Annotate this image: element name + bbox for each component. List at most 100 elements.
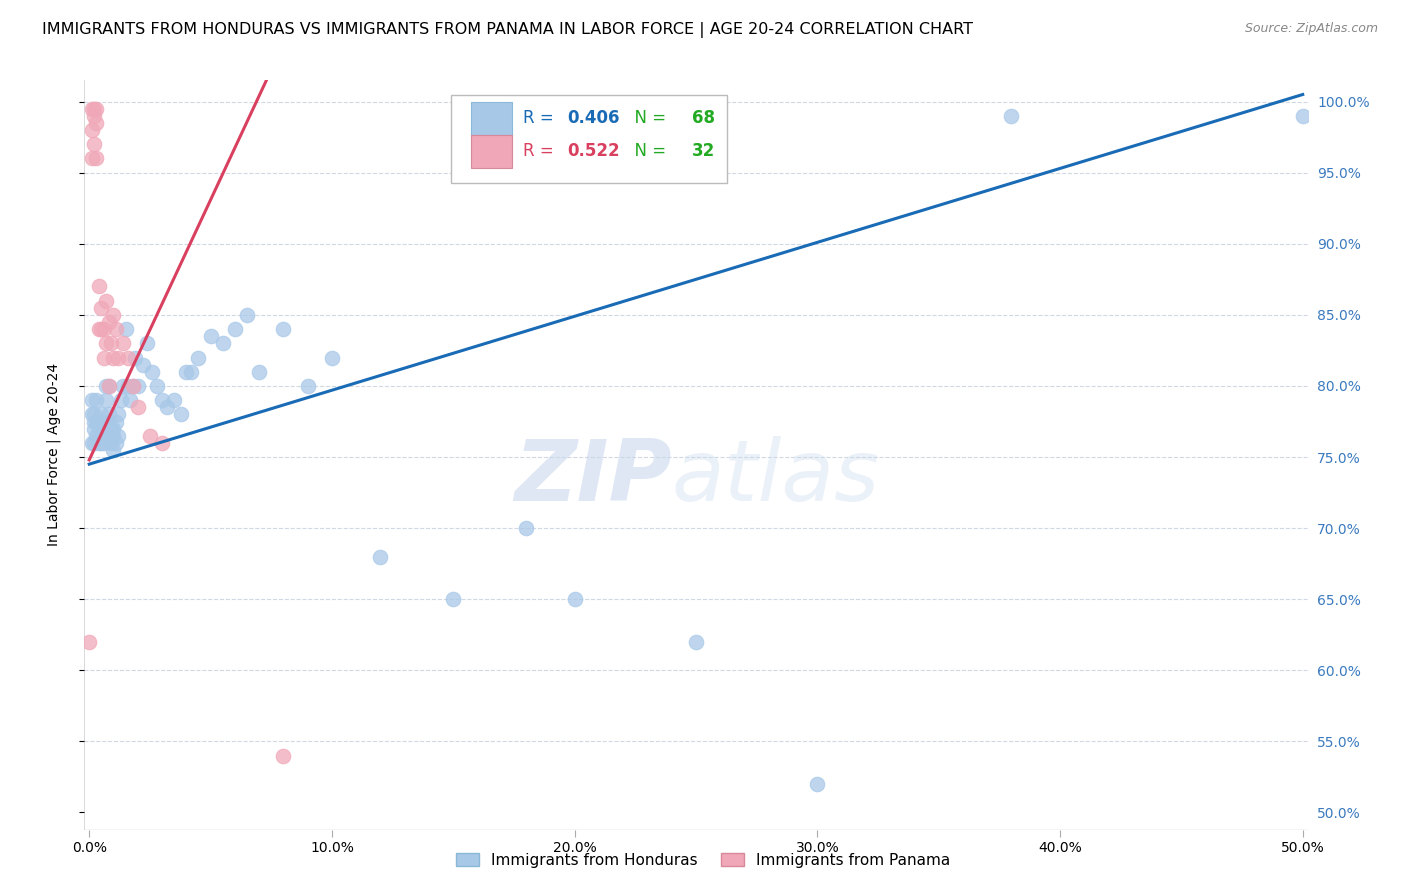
Text: R =: R = (523, 110, 560, 128)
Point (247, 365, 270, 379)
Point (1292, 109, 1315, 123)
Text: 0.522: 0.522 (568, 143, 620, 161)
Point (83, 102, 105, 116)
Y-axis label: In Labor Force | Age 20-24: In Labor Force | Age 20-24 (46, 363, 60, 547)
Point (104, 435, 127, 450)
Point (83, 109, 105, 123)
FancyBboxPatch shape (451, 95, 727, 183)
FancyBboxPatch shape (471, 102, 513, 135)
Text: 68: 68 (692, 110, 716, 128)
Point (174, 365, 197, 379)
Point (103, 442, 125, 457)
Point (86, 116, 108, 130)
Point (104, 322, 127, 336)
Point (200, 329, 222, 343)
Point (211, 336, 233, 351)
Point (96, 379, 118, 393)
Point (80, 152, 103, 166)
Point (100, 422, 122, 436)
Point (87, 422, 110, 436)
Point (83, 137, 105, 152)
Point (107, 428, 129, 442)
Point (80, 435, 103, 450)
Point (90, 435, 112, 450)
FancyBboxPatch shape (471, 135, 513, 168)
Point (80, 123, 103, 137)
Point (136, 336, 159, 351)
Point (80, 393, 103, 408)
Point (90, 422, 112, 436)
Point (131, 358, 153, 372)
Point (1000, 109, 1022, 123)
Point (93, 435, 115, 450)
Point (93, 322, 115, 336)
Point (93, 415, 115, 429)
Point (97, 315, 120, 329)
Point (87, 435, 110, 450)
Point (96, 393, 118, 408)
Text: R =: R = (523, 143, 560, 161)
Point (80, 408, 103, 422)
Point (86, 428, 108, 442)
Point (150, 435, 173, 450)
Point (441, 592, 464, 607)
Point (117, 351, 139, 365)
Point (103, 308, 125, 322)
Point (806, 777, 828, 791)
Point (100, 336, 122, 351)
Point (87, 279, 110, 293)
Point (122, 379, 145, 393)
Point (103, 351, 125, 365)
Point (180, 365, 202, 379)
Point (150, 393, 173, 408)
Point (124, 351, 146, 365)
Text: 0.406: 0.406 (568, 110, 620, 128)
Point (187, 351, 209, 365)
Point (96, 336, 118, 351)
Point (515, 521, 537, 535)
Point (236, 308, 259, 322)
Point (90, 301, 112, 315)
Point (273, 322, 295, 336)
Point (107, 351, 129, 365)
Point (86, 152, 108, 166)
Point (127, 401, 149, 415)
Point (86, 102, 108, 116)
Point (87, 322, 110, 336)
Point (107, 408, 129, 422)
Point (77, 635, 100, 649)
Point (100, 435, 122, 450)
Point (104, 415, 127, 429)
Point (96, 293, 118, 308)
Point (86, 415, 108, 429)
Point (97, 379, 120, 393)
Point (224, 322, 246, 336)
Point (163, 393, 186, 408)
Point (87, 415, 110, 429)
Point (80, 102, 103, 116)
Point (90, 408, 112, 422)
Text: Source: ZipAtlas.com: Source: ZipAtlas.com (1244, 22, 1378, 36)
Text: ZIP: ZIP (513, 436, 672, 519)
Point (103, 428, 125, 442)
Point (139, 428, 162, 442)
Text: IMMIGRANTS FROM HONDURAS VS IMMIGRANTS FROM PANAMA IN LABOR FORCE | AGE 20-24 CO: IMMIGRANTS FROM HONDURAS VS IMMIGRANTS F… (42, 22, 973, 38)
Point (685, 635, 707, 649)
Text: 32: 32 (692, 143, 716, 161)
Point (93, 422, 115, 436)
Text: atlas: atlas (672, 436, 880, 519)
Point (114, 322, 136, 336)
Point (141, 365, 163, 379)
Point (83, 422, 105, 436)
Point (146, 379, 169, 393)
Point (103, 422, 125, 436)
Point (83, 415, 105, 429)
Point (156, 401, 179, 415)
Point (112, 336, 135, 351)
Legend: Immigrants from Honduras, Immigrants from Panama: Immigrants from Honduras, Immigrants fro… (449, 845, 957, 875)
Text: N =: N = (624, 110, 671, 128)
Point (321, 351, 343, 365)
Point (97, 415, 120, 429)
Point (564, 592, 586, 607)
Point (93, 351, 115, 365)
